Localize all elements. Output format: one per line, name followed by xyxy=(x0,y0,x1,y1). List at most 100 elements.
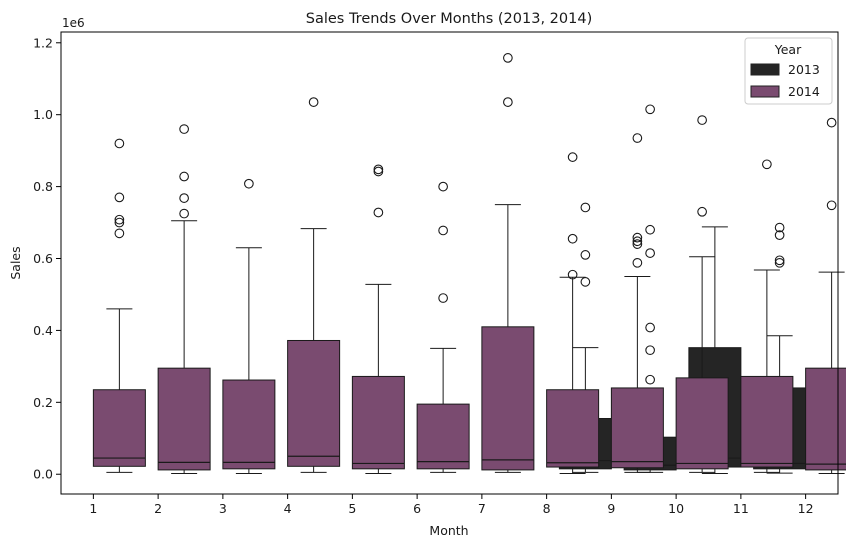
outlier-point xyxy=(580,202,591,213)
y-tick-label: 1.0 xyxy=(33,107,53,122)
outlier-point xyxy=(645,248,655,258)
outlier-point xyxy=(632,236,643,247)
outlier-point xyxy=(774,257,785,268)
x-tick-label: 7 xyxy=(478,501,486,516)
y-tick-label: 0.0 xyxy=(33,467,53,482)
legend-label-2014: 2014 xyxy=(788,84,820,99)
box-body xyxy=(157,367,211,471)
outlier-point xyxy=(179,208,189,219)
x-tick-label: 5 xyxy=(348,501,356,516)
x-tick-label: 11 xyxy=(733,501,749,516)
outlier-point xyxy=(774,230,785,240)
y-tick-label: 1.2 xyxy=(33,35,53,50)
x-tick-label: 6 xyxy=(413,501,421,516)
box-body xyxy=(675,377,729,470)
box-body xyxy=(481,326,535,471)
outlier-point xyxy=(697,115,707,125)
outlier-point xyxy=(114,138,125,149)
outlier-point xyxy=(438,181,448,192)
outlier-point xyxy=(645,104,655,115)
outlier-point xyxy=(373,207,384,218)
outlier-point xyxy=(503,53,513,63)
box-body xyxy=(740,375,794,468)
legend-title: Year xyxy=(774,42,802,57)
chart-title: Sales Trends Over Months (2013, 2014) xyxy=(306,11,592,27)
outlier-point xyxy=(774,222,785,233)
box-2014-month-2 xyxy=(157,124,211,475)
outlier-point xyxy=(632,232,643,243)
x-tick-label: 10 xyxy=(668,501,684,516)
outlier-point xyxy=(438,225,448,236)
x-tick-label: 4 xyxy=(284,501,292,516)
outlier-point xyxy=(580,250,591,260)
box-2014-month-8 xyxy=(546,152,600,475)
boxes-layer xyxy=(92,53,846,475)
box-body xyxy=(351,375,405,470)
box-2014-month-6 xyxy=(416,181,470,473)
outlier-point xyxy=(308,97,319,107)
y-axis-scale-label: 1e6 xyxy=(62,16,85,30)
box-2014-month-10 xyxy=(675,115,729,473)
outlier-point xyxy=(774,255,785,266)
x-tick-label: 1 xyxy=(89,501,97,516)
y-tick-label: 0.4 xyxy=(33,323,53,338)
outlier-point xyxy=(244,178,254,189)
x-tick-label: 9 xyxy=(607,501,615,516)
outlier-point xyxy=(645,224,655,235)
legend-swatch-2013 xyxy=(750,63,780,76)
legend-swatch-2014 xyxy=(750,85,780,98)
outlier-point xyxy=(762,159,772,170)
outlier-point xyxy=(114,214,125,225)
box-2014-month-5 xyxy=(351,164,405,475)
y-tick-label: 0.8 xyxy=(33,179,53,194)
x-tick-label: 8 xyxy=(543,501,551,516)
box-2014-month-9 xyxy=(610,133,664,473)
outlier-point xyxy=(114,217,125,228)
axes-frame xyxy=(60,31,839,495)
outlier-point xyxy=(645,374,655,385)
box-2014-month-1 xyxy=(92,138,146,473)
box-2014-month-7 xyxy=(481,53,535,473)
outlier-point xyxy=(114,192,125,203)
y-axis-label: Sales xyxy=(8,246,23,279)
box-body xyxy=(546,389,600,468)
legend-label-2013: 2013 xyxy=(788,62,820,77)
box-body xyxy=(416,403,470,470)
x-tick-label: 3 xyxy=(219,501,227,516)
outlier-point xyxy=(632,257,643,268)
outlier-point xyxy=(632,133,643,143)
box-2014-month-3 xyxy=(222,178,276,475)
outlier-point xyxy=(697,206,707,217)
outlier-point xyxy=(632,239,643,249)
legend: Year 2013 2014 xyxy=(744,37,833,105)
outlier-point xyxy=(179,171,189,182)
outlier-point xyxy=(567,269,578,280)
outlier-point xyxy=(179,124,189,134)
box-body xyxy=(222,379,276,470)
outlier-point xyxy=(567,233,578,244)
box-body xyxy=(805,367,846,471)
box-body xyxy=(287,339,341,467)
outlier-point xyxy=(179,193,189,203)
y-tick-label: 0.2 xyxy=(33,395,53,410)
outlier-point xyxy=(114,228,125,239)
box-body xyxy=(92,389,146,467)
outlier-point xyxy=(567,152,578,162)
x-tick-label: 2 xyxy=(154,501,162,516)
axes-layer: 0.00.20.40.60.81.01.21 2 3 4 5 6 7 8 9 10 11 12 xyxy=(33,35,813,516)
x-tick-label: 12 xyxy=(798,501,814,516)
outlier-point xyxy=(438,293,448,303)
y-tick-label: 0.6 xyxy=(33,251,53,266)
x-axis-label: Month xyxy=(429,523,468,538)
box-2014-month-4 xyxy=(287,97,341,473)
outlier-point xyxy=(645,322,655,333)
box-body xyxy=(610,387,664,469)
outlier-point xyxy=(645,345,655,356)
box-2014-month-12 xyxy=(805,117,846,475)
box-2014-month-11 xyxy=(740,159,794,473)
outlier-point xyxy=(826,200,837,211)
outlier-point xyxy=(826,117,837,128)
outlier-point xyxy=(373,164,384,175)
outlier-point xyxy=(503,97,513,107)
